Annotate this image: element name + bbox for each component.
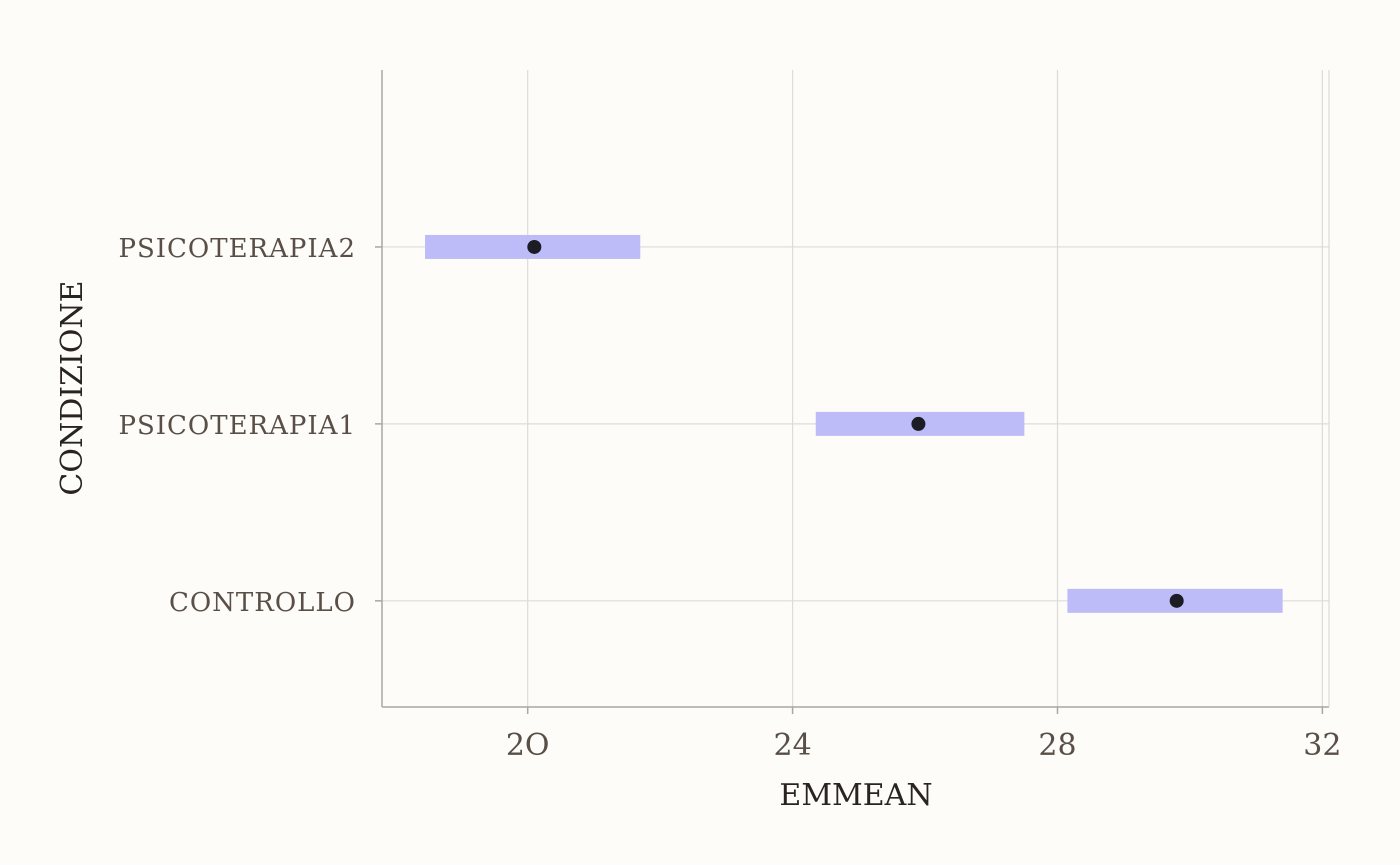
x-tick-label: 32 bbox=[1303, 728, 1341, 763]
emmean-point bbox=[911, 416, 926, 431]
emmean-point bbox=[527, 239, 542, 254]
emmean-points bbox=[527, 239, 1184, 608]
y-axis-title: CONDIZIONE bbox=[55, 280, 90, 495]
x-tick-labels: 2O 24 28 32 bbox=[506, 707, 1341, 763]
y-tick-label: PSICOTERAPIA1 bbox=[118, 411, 356, 441]
x-tick-label: 2O bbox=[506, 728, 550, 763]
x-tick-label: 28 bbox=[1038, 728, 1076, 763]
y-tick-label: PSICOTERAPIA2 bbox=[118, 234, 356, 264]
x-tick-label: 24 bbox=[773, 728, 811, 763]
y-tick-label: CONTROLLO bbox=[169, 588, 356, 618]
y-tick-labels: CONTROLLO PSICOTERAPIA1 PSICOTERAPIA2 bbox=[118, 234, 382, 618]
x-axis-title: EMMEAN bbox=[779, 778, 932, 813]
emmean-point bbox=[1169, 593, 1184, 608]
